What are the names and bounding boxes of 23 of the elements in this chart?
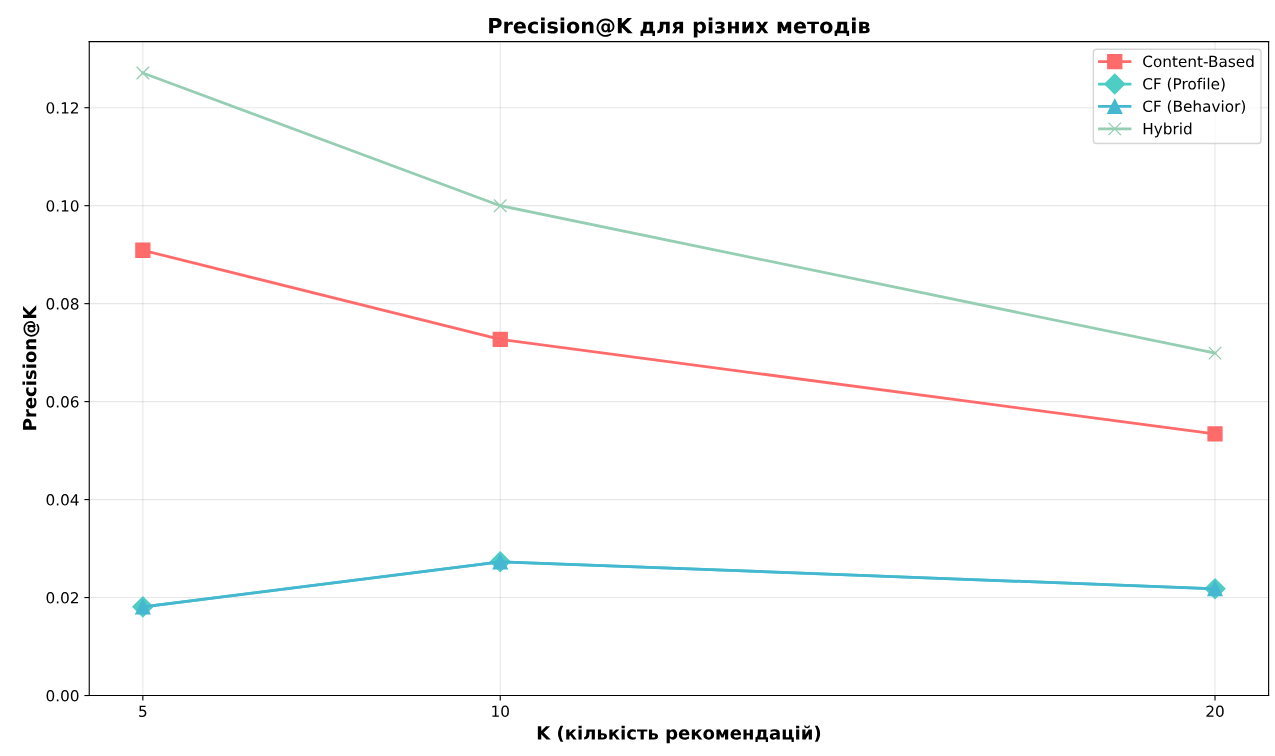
x-tick-label: 10 <box>492 705 509 718</box>
y-tick-label: 0.00 <box>46 689 79 702</box>
y-tick-label: 0.06 <box>46 396 79 408</box>
legend-label: CF (Profile) <box>1143 77 1225 92</box>
point <box>135 65 150 80</box>
y-tick-label: 0.02 <box>46 592 78 604</box>
chart-title: Precision@K для різних методів <box>489 17 870 38</box>
legend-label: CF (Behavior) <box>1143 100 1246 114</box>
y-tick-label: 0.12 <box>46 102 78 114</box>
point <box>493 198 508 213</box>
point <box>1207 426 1223 442</box>
y-tick-label: 0.04 <box>46 494 79 506</box>
y-axis-title: Precision@K <box>22 305 40 430</box>
point <box>492 331 508 348</box>
x-tick-label: 5 <box>139 705 147 718</box>
legend-label: Hybrid <box>1143 122 1192 138</box>
x-tick-label: 20 <box>1206 705 1224 718</box>
x-axis-title: K (кількість рекомендацій) <box>537 725 821 744</box>
y-tick-label: 0.10 <box>46 200 79 212</box>
y-tick-label: 0.08 <box>46 298 79 310</box>
point <box>135 242 151 258</box>
legend-label: Content-Based <box>1143 55 1254 68</box>
point <box>1208 346 1222 361</box>
